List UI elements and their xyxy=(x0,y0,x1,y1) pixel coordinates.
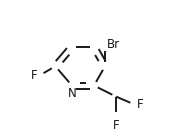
Text: Br: Br xyxy=(106,38,120,51)
Text: N: N xyxy=(67,87,76,100)
Text: F: F xyxy=(31,69,37,82)
Text: F: F xyxy=(113,119,119,132)
Text: F: F xyxy=(137,98,143,111)
